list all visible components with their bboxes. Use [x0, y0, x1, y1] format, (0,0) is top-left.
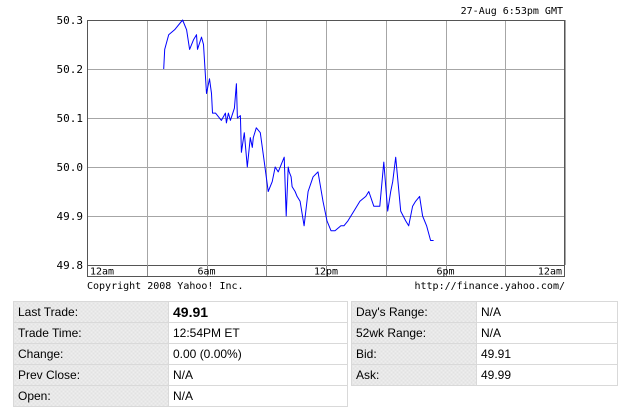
change-value: 0.00 (0.00%) [168, 343, 348, 365]
chart-svg: 49.8 49.9 50.0 50.1 50.2 50.3 12am 6am 12pm 6pm 12… [57, 6, 566, 292]
quote-row-ask: Ask: 49.99 [351, 364, 618, 386]
quote-row-prev-close: Prev Close: N/A [13, 364, 348, 386]
quote-row-change: Change: 0.00 (0.00%) [13, 343, 348, 365]
quote-label: Day's Range: [351, 301, 477, 323]
quote-table-left: Last Trade: 49.91 Trade Time: 12:54PM ET… [13, 301, 348, 407]
x-tick-label: 6pm [436, 267, 454, 278]
quote-label: Open: [13, 385, 169, 407]
source-url: http://finance.yahoo.com/ [414, 281, 565, 292]
price-series-line [163, 19, 434, 241]
quote-label: Trade Time: [13, 322, 169, 344]
trade-time-value: 12:54PM ET [168, 322, 348, 344]
quote-table-right: Day's Range: N/A 52wk Range: N/A Bid: 49… [351, 301, 618, 386]
quote-row-trade-time: Trade Time: 12:54PM ET [13, 322, 348, 344]
x-tick-label: 12am [90, 267, 114, 278]
open-value: N/A [168, 385, 348, 407]
y-tick-label: 50.1 [57, 112, 84, 125]
prev-close-value: N/A [168, 364, 348, 386]
y-tick-label: 50.0 [57, 161, 84, 174]
quote-label: Change: [13, 343, 169, 365]
quote-label: Prev Close: [13, 364, 169, 386]
quote-label: 52wk Range: [351, 322, 477, 344]
price-chart: 49.8 49.9 50.0 50.1 50.2 50.3 12am 6am 12pm 6pm 12… [57, 6, 566, 292]
bid-value: 49.91 [476, 343, 618, 365]
y-tick-label: 50.2 [57, 63, 84, 76]
copyright-text: Copyright 2008 Yahoo! Inc. [87, 281, 244, 292]
quote-label: Ask: [351, 364, 477, 386]
y-tick-label: 49.9 [57, 210, 84, 223]
quote-label: Bid: [351, 343, 477, 365]
ask-value: 49.99 [476, 364, 618, 386]
quote-row-last-trade: Last Trade: 49.91 [13, 301, 348, 323]
quote-label: Last Trade: [13, 301, 169, 323]
y-tick-label: 50.3 [57, 14, 84, 27]
quote-row-52wk-range: 52wk Range: N/A [351, 322, 618, 344]
days-range-value: N/A [476, 301, 618, 323]
x-tick-label: 6am [197, 267, 215, 278]
y-tick-label: 49.8 [57, 259, 84, 272]
x-tick-label: 12pm [314, 267, 338, 278]
52wk-range-value: N/A [476, 322, 618, 344]
quote-row-open: Open: N/A [13, 385, 348, 407]
quote-row-bid: Bid: 49.91 [351, 343, 618, 365]
x-tick-label: 12am [538, 267, 562, 278]
chart-timestamp: 27-Aug 6:53pm GMT [461, 6, 563, 17]
last-trade-value: 49.91 [168, 301, 348, 323]
quote-row-days-range: Day's Range: N/A [351, 301, 618, 323]
